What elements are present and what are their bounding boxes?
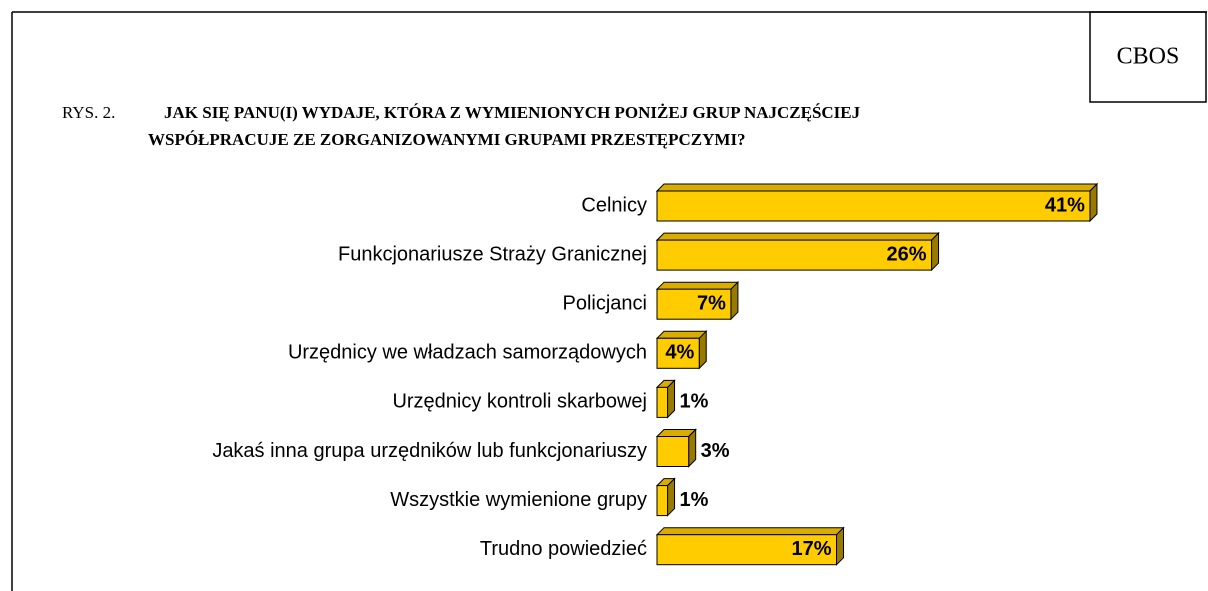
category-label: Wszystkie wymienione grupy bbox=[390, 489, 647, 511]
value-label: 1% bbox=[680, 391, 709, 413]
bar bbox=[655, 526, 845, 566]
chart-title: WSPÓŁPRACUJE ZE ZORGANIZOWANYMI GRUPAMI … bbox=[148, 130, 746, 149]
category-label: Policjanci bbox=[563, 292, 647, 314]
category-label: Celnicy bbox=[581, 194, 647, 216]
value-label: 26% bbox=[887, 243, 927, 265]
bar-side bbox=[836, 526, 845, 566]
bar-front bbox=[656, 534, 838, 566]
bar-front bbox=[656, 386, 669, 418]
bar-front bbox=[656, 190, 1091, 222]
bar bbox=[655, 379, 676, 419]
bar bbox=[655, 182, 1099, 223]
value-label: 1% bbox=[680, 489, 709, 511]
bar-side bbox=[698, 330, 707, 370]
figure-label: RYS. 2. bbox=[62, 103, 115, 122]
bar-front bbox=[656, 288, 732, 320]
value-label: 3% bbox=[701, 440, 730, 462]
bar-side bbox=[730, 280, 739, 321]
bar bbox=[655, 477, 676, 517]
bar-side bbox=[1089, 182, 1098, 223]
bar-top bbox=[655, 281, 740, 290]
bar bbox=[655, 330, 708, 370]
chart-title: JAK SIĘ PANU(I) WYDAJE, KTÓRA Z WYMIENIO… bbox=[164, 103, 861, 122]
category-label: Jakaś inna grupa urzędników lub funkcjon… bbox=[212, 440, 647, 462]
category-label: Funkcjonariusze Straży Granicznej bbox=[338, 243, 647, 265]
bar-top bbox=[655, 330, 708, 339]
bar-top bbox=[655, 183, 1099, 192]
bar-front bbox=[656, 485, 669, 517]
category-label: Urzędnicy we władzach samorządowych bbox=[288, 342, 647, 364]
value-label: 17% bbox=[791, 538, 831, 560]
value-label: 41% bbox=[1045, 194, 1085, 216]
bar-side bbox=[688, 428, 697, 468]
bar bbox=[655, 428, 697, 468]
category-label: Urzędnicy kontroli skarbowej bbox=[392, 391, 647, 413]
bar bbox=[655, 280, 740, 321]
bar-front bbox=[656, 239, 933, 271]
bar bbox=[655, 231, 940, 272]
value-label: 4% bbox=[665, 342, 694, 364]
bar-front bbox=[656, 436, 690, 467]
source: CBOS bbox=[1117, 44, 1180, 70]
bar-side bbox=[931, 231, 940, 272]
bar-top bbox=[655, 232, 940, 241]
value-label: 7% bbox=[697, 292, 726, 314]
bar-side bbox=[667, 477, 676, 517]
category-label: Trudno powiedzieć bbox=[480, 538, 647, 560]
bar-front bbox=[656, 337, 700, 369]
bar-top bbox=[655, 527, 845, 536]
bar-side bbox=[667, 379, 676, 419]
source-box bbox=[1089, 11, 1207, 103]
